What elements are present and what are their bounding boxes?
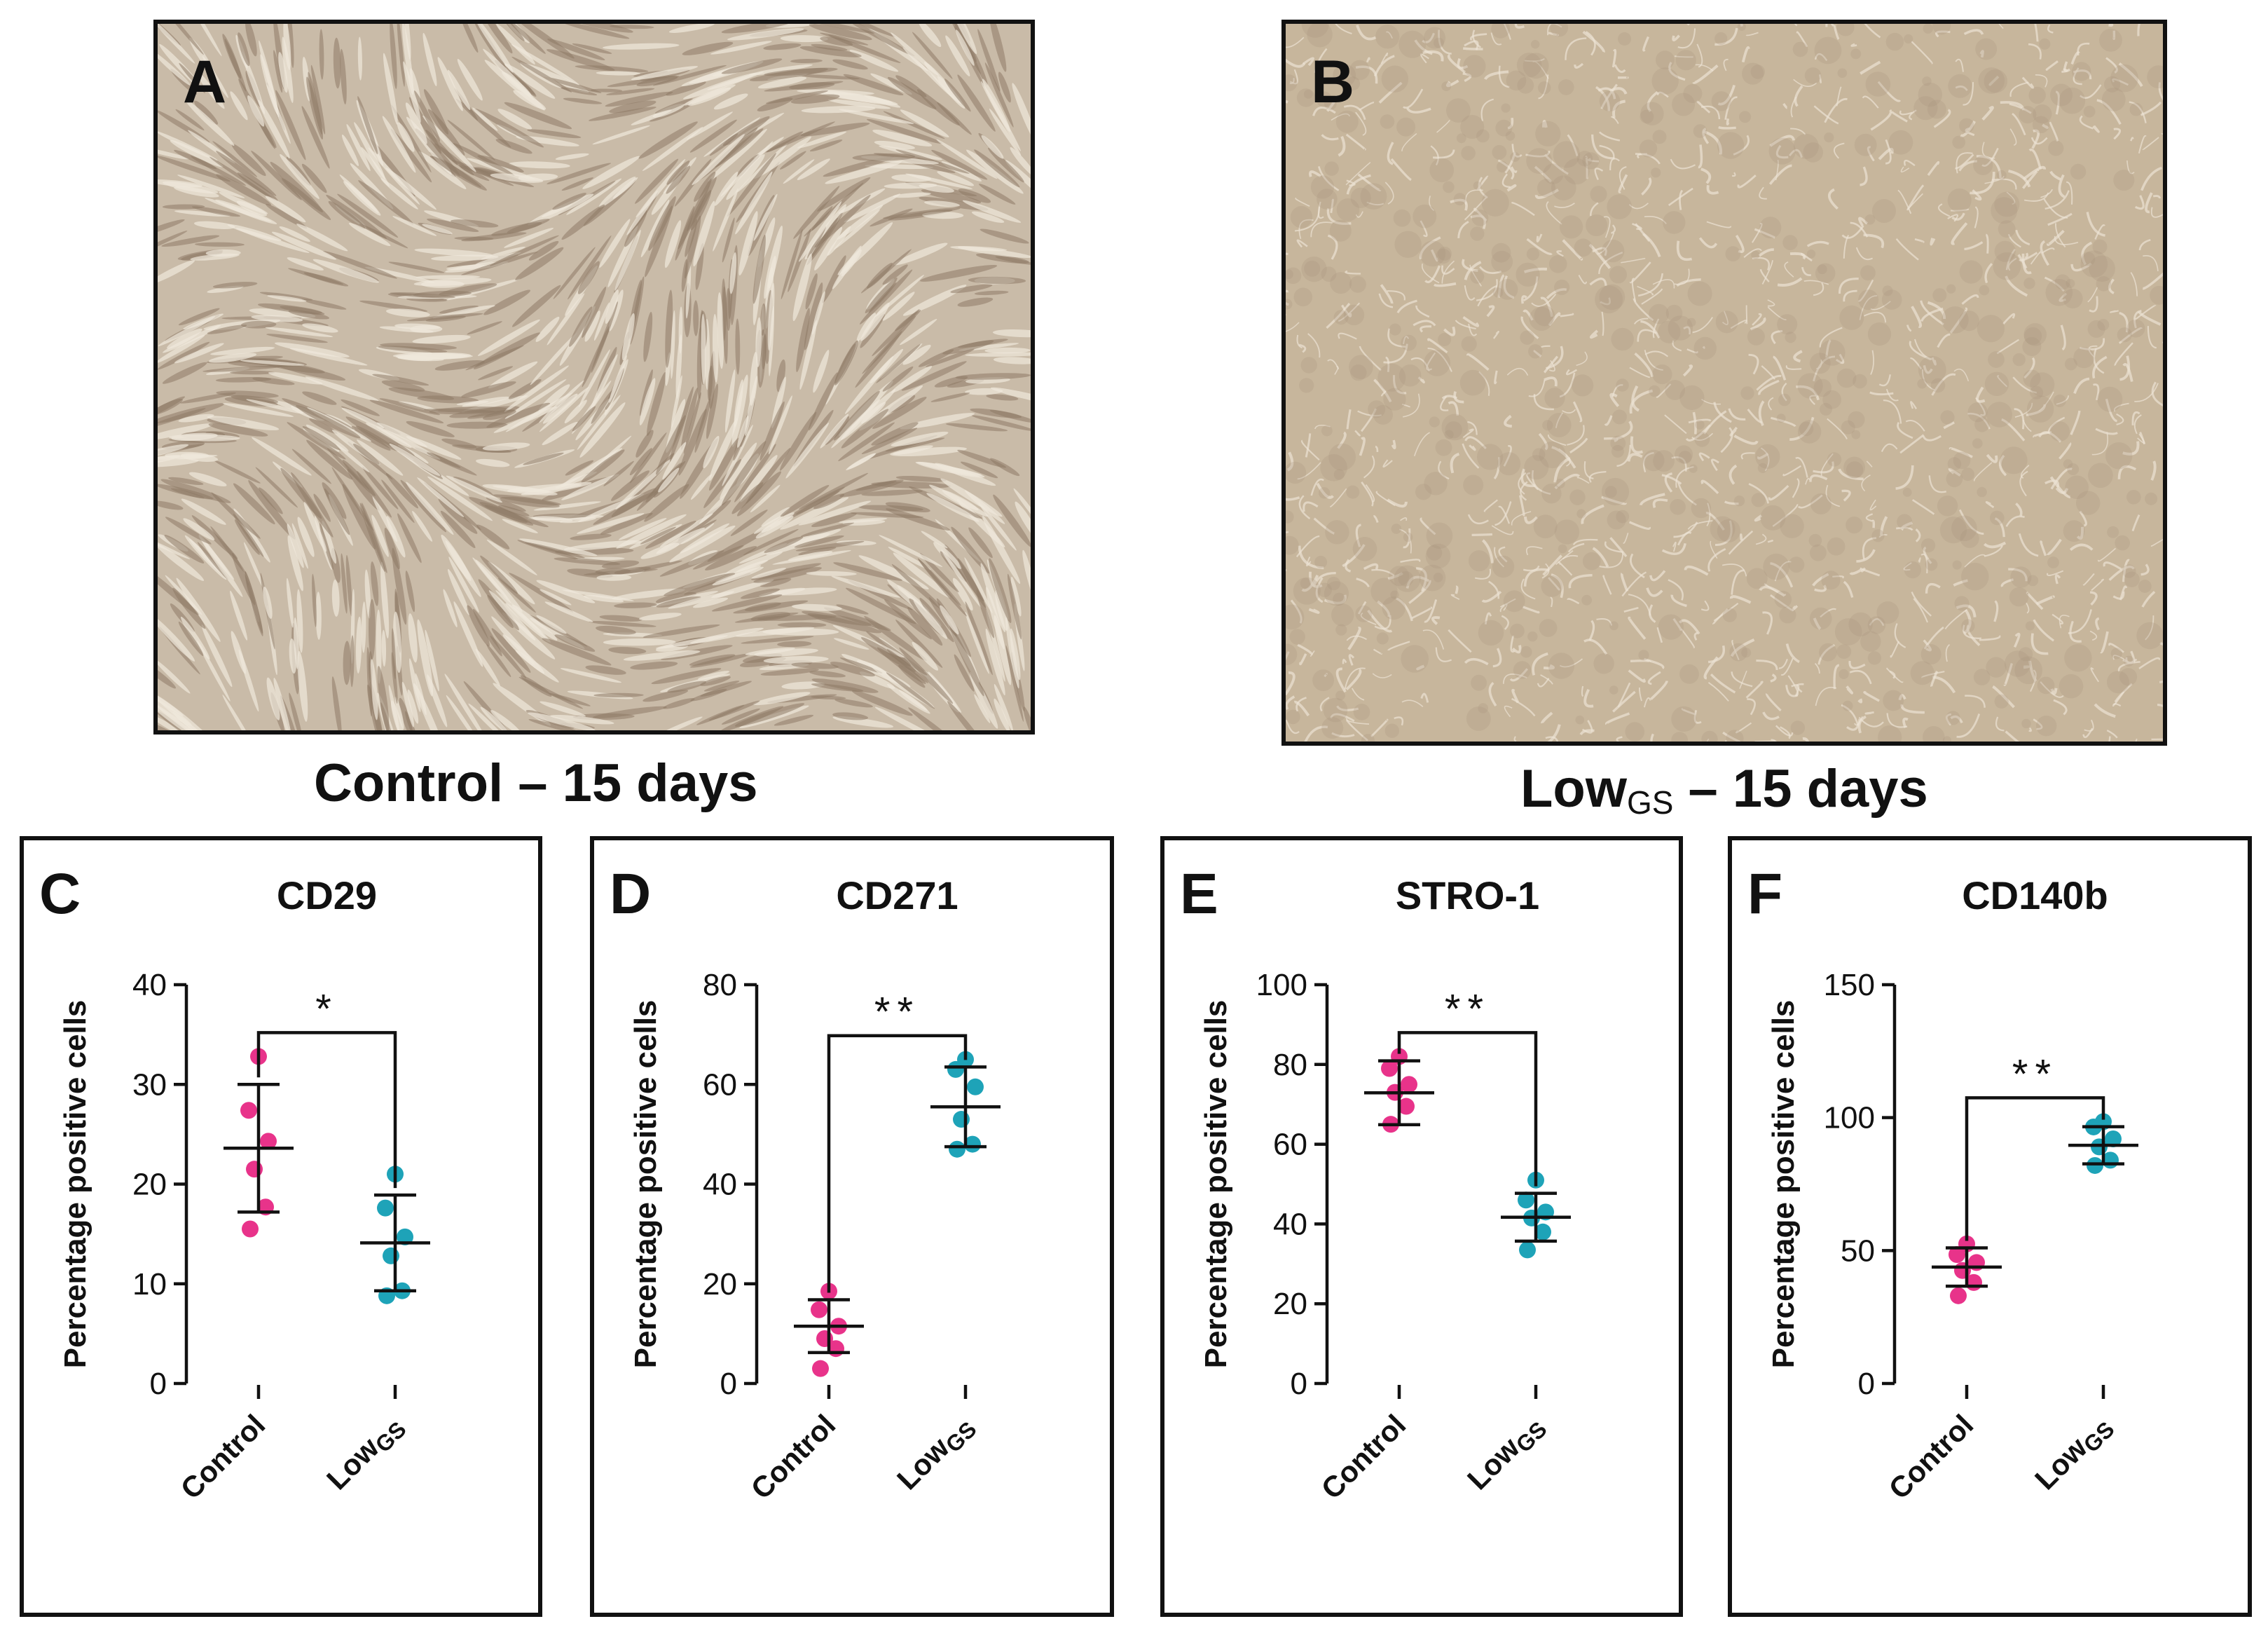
y-axis-label: Percentage positive cells xyxy=(628,1000,663,1369)
y-tick-label: 50 xyxy=(1841,1234,1875,1268)
data-point-low-gs xyxy=(1518,1191,1534,1209)
y-tick-label: 100 xyxy=(1256,968,1307,1002)
y-tick-label: 100 xyxy=(1824,1101,1875,1135)
x-label-control: Control xyxy=(1883,1408,1980,1505)
panel-letter-c: C xyxy=(39,862,81,926)
chart-title: CD140b xyxy=(1962,873,2108,917)
data-point-control xyxy=(260,1133,277,1150)
panel-letter-f: F xyxy=(1747,862,1782,926)
chart-title: STRO-1 xyxy=(1396,873,1539,917)
data-point-control xyxy=(811,1301,827,1318)
chart-panel-stro-1: E STRO-1 0 20 40 60 80 100 Percentage positive c… xyxy=(1160,836,1683,1617)
chart-panel-cd140b: F CD140b 0 50 100 150 Percentage positive cell… xyxy=(1728,836,2252,1617)
data-point-low-gs xyxy=(2105,1130,2122,1148)
panel-letter-d: D xyxy=(610,862,651,926)
data-point-control xyxy=(1381,1060,1398,1077)
data-point-control xyxy=(246,1161,263,1178)
chart-title: CD29 xyxy=(277,873,377,917)
y-tick-label: 30 xyxy=(132,1067,167,1102)
chart-cd140b: F CD140b 0 50 100 150 Percentage positive cell… xyxy=(1747,862,2138,1505)
significance-bracket xyxy=(827,1034,968,1293)
chart-stro-1: E STRO-1 0 20 40 60 80 100 Percentage positive c… xyxy=(1180,862,1571,1505)
data-point-low-gs xyxy=(2091,1138,2108,1156)
y-tick-label: 150 xyxy=(1824,968,1875,1002)
data-point-control xyxy=(812,1360,829,1377)
y-tick-label: 0 xyxy=(720,1367,737,1401)
x-label-subscript: GS xyxy=(2078,1416,2119,1457)
data-point-low-gs xyxy=(949,1140,965,1158)
chart-panel-cd29: C CD29 0 10 20 30 40 Percentage positive cells C… xyxy=(20,836,542,1617)
significance-marker: ** xyxy=(2012,1051,2058,1097)
micrograph-low-gs-image xyxy=(1286,24,2163,742)
micrograph-background xyxy=(1286,24,2163,742)
data-point-control xyxy=(1950,1287,1967,1304)
data-point-control xyxy=(242,1220,259,1238)
y-axis-label: Percentage positive cells xyxy=(58,1000,92,1369)
data-point-low-gs xyxy=(967,1078,984,1095)
x-label-subscript: GS xyxy=(370,1416,411,1457)
significance-marker: ** xyxy=(1445,986,1490,1032)
panel-letter-e: E xyxy=(1180,862,1218,926)
x-label-subscript: GS xyxy=(940,1416,981,1457)
data-point-low-gs xyxy=(2087,1156,2103,1174)
spindle-cells xyxy=(158,24,1031,730)
data-point-control xyxy=(1398,1098,1415,1115)
x-label-subscript: GS xyxy=(1511,1416,1551,1457)
cell-network xyxy=(1286,24,2163,742)
micrograph-control-image xyxy=(158,24,1031,730)
x-label-low-gs: LowGS xyxy=(320,1408,411,1499)
data-point-low-gs xyxy=(953,1111,970,1128)
chart-panel-cd271: D CD271 0 20 40 60 80 Percentage positive cells… xyxy=(590,836,1114,1617)
data-point-low-gs xyxy=(383,1247,399,1264)
y-tick-label: 40 xyxy=(132,968,167,1002)
y-axis-label: Percentage positive cells xyxy=(1766,1000,1801,1369)
micrograph-control: A xyxy=(153,20,1035,734)
data-point-low-gs xyxy=(1519,1241,1536,1259)
y-tick-label: 60 xyxy=(703,1067,737,1102)
x-label-low-gs: LowGS xyxy=(1461,1408,1552,1499)
y-tick-label: 80 xyxy=(703,968,737,1002)
y-tick-label: 40 xyxy=(1273,1207,1307,1241)
data-point-control xyxy=(1401,1076,1417,1093)
y-tick-label: 0 xyxy=(1291,1367,1307,1401)
panel-letter-b: B xyxy=(1311,48,1355,116)
x-label-low-gs: LowGS xyxy=(891,1408,982,1499)
data-point-low-gs xyxy=(964,1135,981,1153)
y-tick-label: 20 xyxy=(132,1168,167,1202)
y-tick-label: 10 xyxy=(132,1267,167,1301)
y-tick-label: 0 xyxy=(150,1367,167,1401)
panel-letter-a: A xyxy=(183,48,227,116)
data-point-control xyxy=(1949,1246,1965,1264)
x-label-low-gs: LowGS xyxy=(2028,1408,2119,1499)
caption-control: Control – 15 days xyxy=(314,753,758,813)
significance-bracket xyxy=(256,1031,397,1189)
chart-cd271: D CD271 0 20 40 60 80 Percentage positive cells… xyxy=(610,862,1001,1505)
significance-bracket xyxy=(1965,1096,2105,1241)
y-tick-label: 20 xyxy=(703,1267,737,1301)
data-point-low-gs xyxy=(947,1060,964,1078)
chart-cd29: C CD29 0 10 20 30 40 Percentage positive cells C… xyxy=(39,862,430,1505)
data-point-low-gs xyxy=(377,1199,394,1217)
significance-marker: ** xyxy=(874,990,920,1035)
significance-bracket xyxy=(1397,1031,1538,1187)
y-axis-label: Percentage positive cells xyxy=(1199,1000,1233,1369)
micrograph-low-gs: B xyxy=(1281,20,2167,746)
y-tick-label: 20 xyxy=(1273,1287,1307,1321)
y-tick-label: 80 xyxy=(1273,1048,1307,1082)
significance-marker: * xyxy=(315,986,338,1032)
data-point-control xyxy=(240,1102,257,1119)
y-tick-label: 0 xyxy=(1858,1367,1875,1401)
y-tick-label: 60 xyxy=(1273,1128,1307,1162)
x-label-control: Control xyxy=(1315,1408,1413,1505)
x-label-control: Control xyxy=(745,1408,842,1505)
chart-title: CD271 xyxy=(836,873,958,917)
caption-low-gs: LowGS – 15 days xyxy=(1520,759,1928,821)
data-point-low-gs xyxy=(1534,1223,1551,1241)
y-tick-label: 40 xyxy=(703,1168,737,1202)
x-label-control: Control xyxy=(174,1408,272,1505)
data-point-low-gs xyxy=(397,1228,413,1245)
